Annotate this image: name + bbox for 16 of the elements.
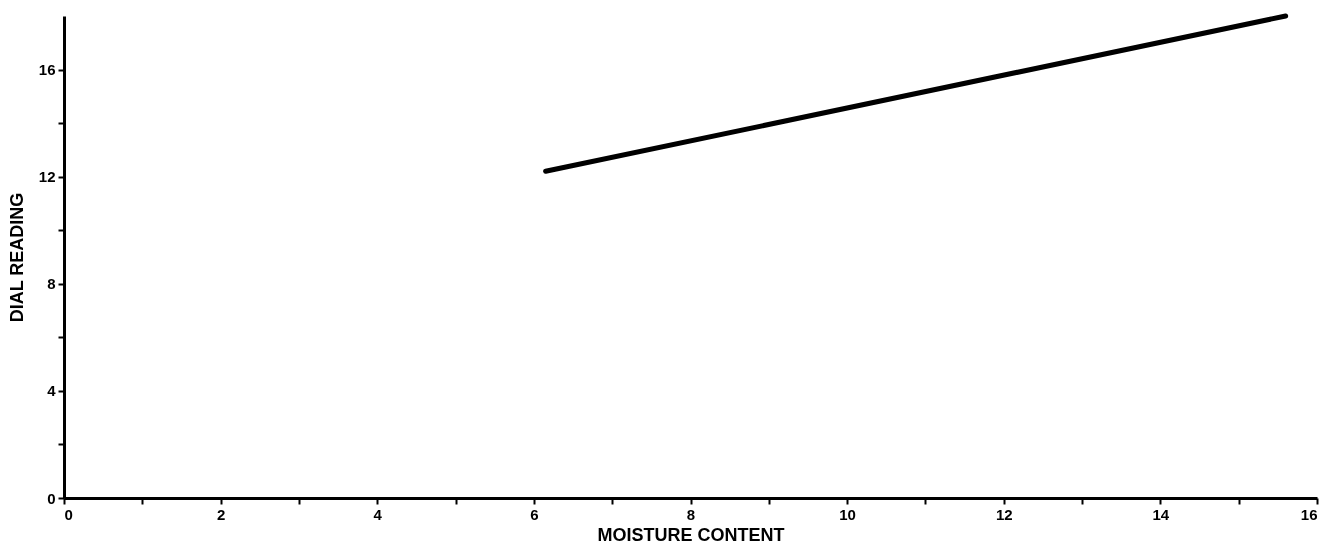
y-tick-label: 8 xyxy=(47,275,56,293)
x-tick-label: 6 xyxy=(530,505,539,523)
y-tick-label: 4 xyxy=(47,382,57,400)
y-axis-title: DIAL READING xyxy=(6,192,27,323)
x-tick-label: 4 xyxy=(373,505,383,523)
y-tick-label: 16 xyxy=(38,61,56,79)
y-tick-label: 0 xyxy=(47,489,56,507)
x-tick-label: 2 xyxy=(216,505,226,523)
x-tick-label: 10 xyxy=(839,505,856,523)
x-tick-label: 12 xyxy=(995,505,1013,523)
y-tick-label: 12 xyxy=(38,168,56,186)
x-tick-label: 0 xyxy=(64,505,73,523)
x-axis-title: MOISTURE CONTENT xyxy=(597,524,785,545)
x-tick-label: 14 xyxy=(1152,505,1170,523)
x-tick-label: 16 xyxy=(1300,505,1318,523)
x-tick-label: 8 xyxy=(686,505,696,523)
